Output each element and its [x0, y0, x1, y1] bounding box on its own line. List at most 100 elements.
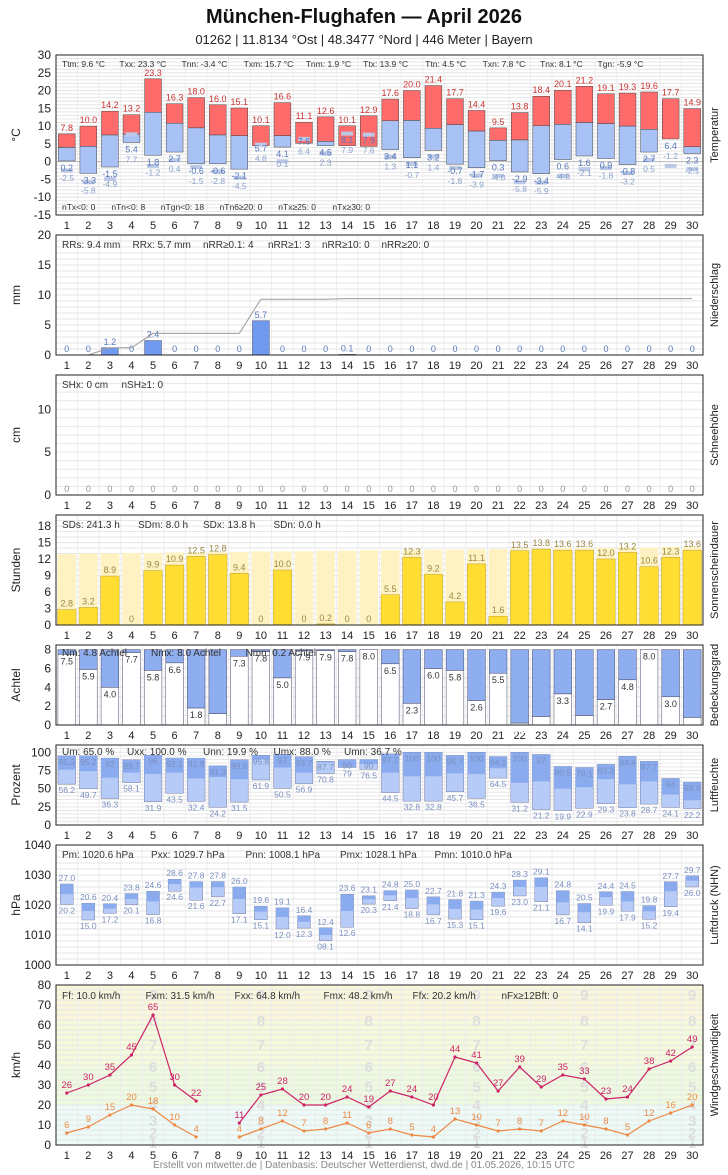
- humidity-max-label: 93.7: [296, 758, 313, 768]
- sun-label: 13.6: [554, 539, 572, 549]
- temp-max-bar: [58, 133, 76, 148]
- cloud-label: 7.9: [298, 653, 311, 663]
- sun-label: 12.3: [403, 546, 421, 556]
- stat-label: nRR≥1: 3: [268, 240, 311, 251]
- stat-label: nFx≥12Bft: 0: [502, 991, 559, 1002]
- pressure-min-label: 12.3: [296, 929, 313, 939]
- sun-possible-bar: [122, 552, 141, 625]
- snow-label: 0: [323, 484, 328, 494]
- wind-gust-point: [561, 1073, 565, 1077]
- humidity-upper-bar: [446, 755, 464, 774]
- panel-side-label: Schneehöhe: [709, 404, 721, 466]
- x-tick-label: 24: [557, 1150, 569, 1162]
- x-tick-label: 28: [643, 970, 655, 982]
- y-tick-label: 20: [38, 228, 52, 242]
- temp-max-bar: [532, 95, 550, 127]
- temp-min-label: -3.3: [81, 175, 97, 185]
- snow-label: 0: [690, 484, 695, 494]
- pressure-max-label: 22.7: [425, 886, 442, 896]
- stat-label: Fxx: 64.8 km/h: [235, 991, 301, 1002]
- cloud-label: 7.5: [61, 656, 74, 666]
- panel-frame: [55, 234, 704, 356]
- precip-label: 0: [215, 344, 220, 354]
- y-tick-label: 15: [38, 258, 52, 272]
- x-tick-label: 16: [384, 730, 396, 742]
- temp-ground-label: -4.9: [103, 179, 118, 189]
- wind-gust-label: 24: [342, 1084, 353, 1095]
- y-tick-label: 60: [38, 1018, 52, 1032]
- cloud-label: 1.8: [190, 710, 203, 720]
- wind-mean-label: 16: [665, 1100, 676, 1111]
- x-tick-label: 29: [665, 970, 677, 982]
- stat-label: Tnx: 8.1 °C: [540, 59, 583, 69]
- humidity-max-label: 95.2: [80, 757, 97, 767]
- pressure-upper-bar: [125, 893, 138, 899]
- sun-label: 13.6: [576, 539, 594, 549]
- x-tick-label: 1: [64, 500, 70, 512]
- temp-min-label: -1.5: [102, 169, 118, 179]
- x-tick-label: 27: [621, 730, 633, 742]
- temp-min-label: -0.8: [620, 167, 636, 177]
- x-tick-label: 17: [406, 1150, 418, 1162]
- x-tick-label: 15: [363, 360, 375, 372]
- humidity-max-label: 95.2: [59, 757, 76, 767]
- y-tick-label: 10: [38, 119, 52, 133]
- humidity-upper-bar: [489, 756, 507, 769]
- snow-label: 0: [151, 484, 156, 494]
- sun-bar: [510, 550, 530, 626]
- temp-max-bar: [640, 91, 658, 130]
- stat-label: SDx: 13.8 h: [203, 520, 255, 531]
- clear-sky-bar: [381, 649, 400, 665]
- sun-bar: [617, 552, 638, 626]
- beaufort-number: 3: [472, 1113, 480, 1130]
- snow-label: 0: [474, 484, 479, 494]
- y-tick-label: 50: [38, 782, 52, 796]
- x-tick-label: 6: [172, 500, 178, 512]
- pressure-max-label: 12.4: [317, 917, 334, 927]
- x-tick-label: 22: [514, 730, 526, 742]
- x-tick-label: 26: [600, 360, 612, 372]
- x-tick-label: 17: [406, 730, 418, 742]
- x-tick-label: 29: [665, 360, 677, 372]
- y-tick-label: 15: [38, 536, 52, 550]
- x-tick-label: 29: [665, 220, 677, 232]
- stat-label: Umn: 36.7 %: [344, 747, 402, 758]
- humidity-max-label: 97: [537, 755, 547, 765]
- pressure-min-label: 14.1: [576, 924, 593, 934]
- temp-max-bar: [446, 98, 464, 125]
- humidity-upper-bar: [79, 755, 98, 772]
- temp-max-bar: [144, 78, 162, 113]
- sun-label: 4.2: [449, 591, 462, 601]
- x-tick-label: 26: [600, 220, 612, 232]
- sun-bar: [531, 548, 551, 626]
- beaufort-number: 1: [580, 1135, 588, 1152]
- pressure-min-label: 23.0: [511, 897, 528, 907]
- x-tick-label: 30: [686, 970, 698, 982]
- wind-gust-point: [431, 1103, 436, 1107]
- wind-gust-label: 39: [514, 1054, 525, 1065]
- x-tick-label: 27: [621, 970, 633, 982]
- wind-gust-point: [604, 1097, 608, 1101]
- temp-max-label: 13.2: [123, 104, 141, 114]
- y-axis-label: km/h: [9, 1052, 23, 1078]
- wind-mean-point: [323, 1127, 328, 1131]
- humidity-max-label: 58.9: [684, 783, 701, 793]
- x-tick-label: 28: [643, 220, 655, 232]
- sun-possible-bar: [251, 551, 271, 625]
- x-tick-label: 20: [470, 1150, 482, 1162]
- x-tick-label: 7: [193, 630, 199, 642]
- temp-min-label: 5.4: [125, 144, 138, 154]
- beaufort-number: 7: [472, 1037, 480, 1054]
- pressure-min-label: 12.6: [339, 928, 356, 938]
- stat-label: Ffx: 20.2 km/h: [413, 991, 476, 1002]
- temp-ground-label: -4.0: [491, 173, 506, 183]
- wind-gust-point: [151, 1013, 155, 1017]
- x-tick-label: 28: [643, 730, 655, 742]
- x-tick-label: 5: [150, 630, 156, 642]
- pressure-min-label: 12.0: [274, 930, 291, 940]
- precip-label: 0: [647, 344, 652, 354]
- y-tick-label: 1040: [24, 838, 51, 852]
- pressure-min-label: 19.9: [598, 906, 615, 916]
- wind-mean-point: [669, 1111, 673, 1115]
- temp-ground-label: -4.5: [232, 181, 247, 191]
